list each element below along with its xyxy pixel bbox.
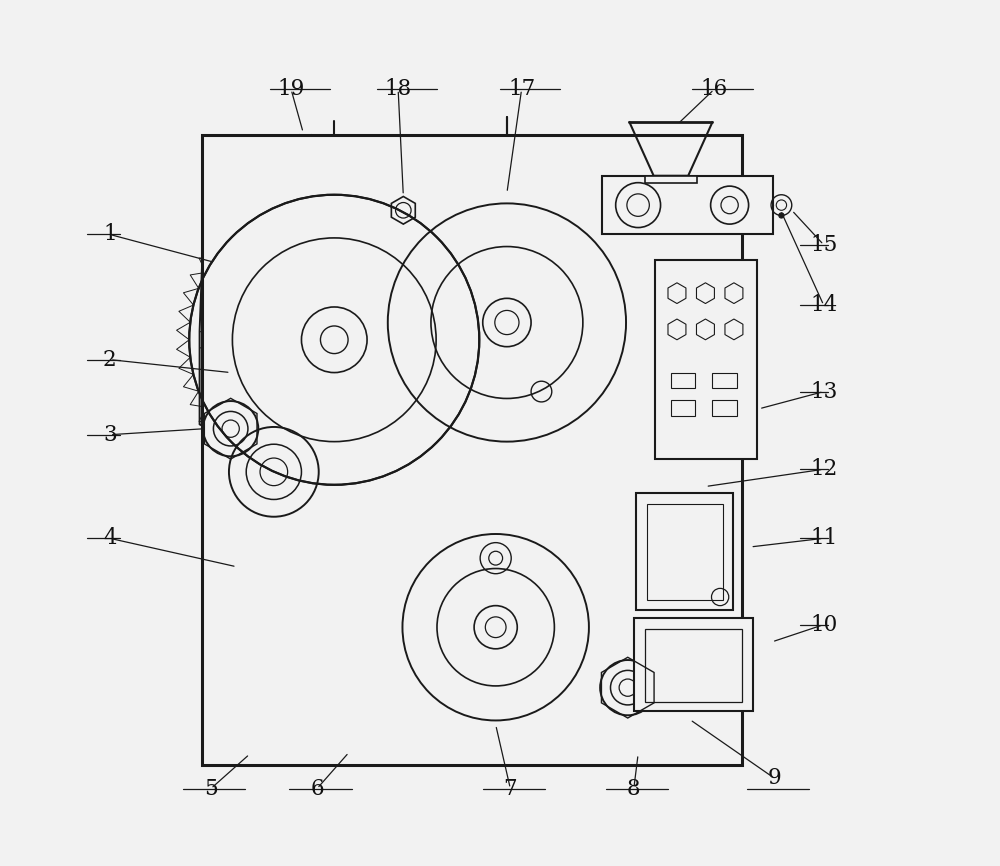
Text: 9: 9 <box>768 767 781 789</box>
Text: 7: 7 <box>504 778 517 799</box>
Bar <box>645 176 697 183</box>
Text: 5: 5 <box>204 778 218 799</box>
Bar <box>712 372 737 388</box>
Polygon shape <box>629 122 712 176</box>
Text: 12: 12 <box>810 458 837 481</box>
Text: 1: 1 <box>103 223 117 245</box>
Text: 14: 14 <box>810 294 837 316</box>
Bar <box>671 372 695 388</box>
Bar <box>655 261 757 459</box>
Bar <box>602 176 773 235</box>
Polygon shape <box>599 454 657 468</box>
Text: 16: 16 <box>700 79 728 100</box>
Bar <box>647 504 723 599</box>
Text: 11: 11 <box>810 527 837 549</box>
Text: 17: 17 <box>508 79 535 100</box>
Bar <box>645 629 742 702</box>
Bar <box>636 494 733 610</box>
Bar <box>202 135 742 766</box>
Circle shape <box>779 213 784 218</box>
Text: 8: 8 <box>627 778 641 799</box>
Text: 10: 10 <box>810 614 837 636</box>
Text: 2: 2 <box>103 349 117 371</box>
Bar <box>712 400 737 416</box>
Text: 19: 19 <box>277 79 305 100</box>
Text: 18: 18 <box>385 79 412 100</box>
Text: 15: 15 <box>810 234 837 255</box>
Bar <box>634 617 753 711</box>
Text: 4: 4 <box>103 527 117 549</box>
Text: 6: 6 <box>310 778 324 799</box>
Bar <box>671 400 695 416</box>
Text: 3: 3 <box>103 423 117 446</box>
Text: 13: 13 <box>810 380 837 403</box>
